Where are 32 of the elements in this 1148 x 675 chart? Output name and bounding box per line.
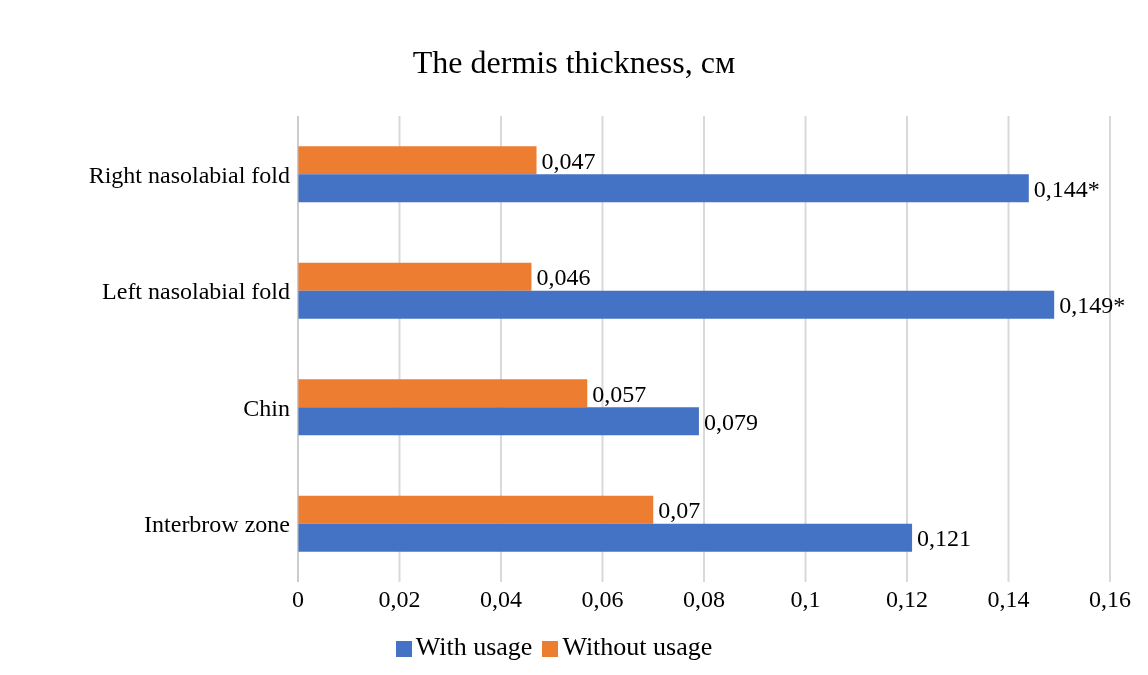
x-tick-label: 0,16 bbox=[1089, 586, 1131, 613]
x-tick-label: 0,12 bbox=[886, 586, 928, 613]
x-tick-label: 0,02 bbox=[378, 586, 421, 613]
y-tick-label: Chin bbox=[243, 394, 290, 421]
data-label: 0,046 bbox=[536, 264, 591, 291]
data-label: 0,057 bbox=[592, 380, 647, 407]
bar bbox=[298, 523, 913, 552]
data-label: 0,07 bbox=[658, 497, 701, 524]
bar bbox=[298, 262, 532, 291]
data-label: 0,144* bbox=[1033, 175, 1100, 202]
x-tick-label: 0,06 bbox=[581, 586, 624, 613]
bar bbox=[298, 379, 588, 408]
data-label: 0,121 bbox=[917, 525, 972, 552]
x-tick-label: 0,14 bbox=[987, 586, 1030, 613]
x-tick-label: 0,08 bbox=[683, 586, 725, 613]
chart-title: The dermis thickness, см bbox=[411, 43, 737, 82]
bar bbox=[298, 174, 1029, 203]
bar bbox=[298, 146, 537, 175]
bar bbox=[298, 407, 699, 436]
legend-label: Without usage bbox=[562, 632, 713, 661]
x-tick-label: 0 bbox=[292, 586, 304, 613]
y-tick-label: Right nasolabial fold bbox=[88, 161, 290, 188]
data-label: 0,149* bbox=[1059, 292, 1126, 319]
y-tick-label: Interbrow zone bbox=[144, 511, 290, 538]
legend-label: With usage bbox=[415, 632, 533, 661]
bar bbox=[298, 290, 1055, 319]
bar bbox=[298, 495, 654, 524]
x-tick-label: 0,1 bbox=[790, 586, 821, 613]
data-label: 0,047 bbox=[541, 147, 596, 174]
y-tick-label: Left nasolabial fold bbox=[102, 278, 290, 305]
x-tick-label: 0,04 bbox=[480, 586, 522, 613]
data-label: 0,079 bbox=[703, 408, 758, 435]
